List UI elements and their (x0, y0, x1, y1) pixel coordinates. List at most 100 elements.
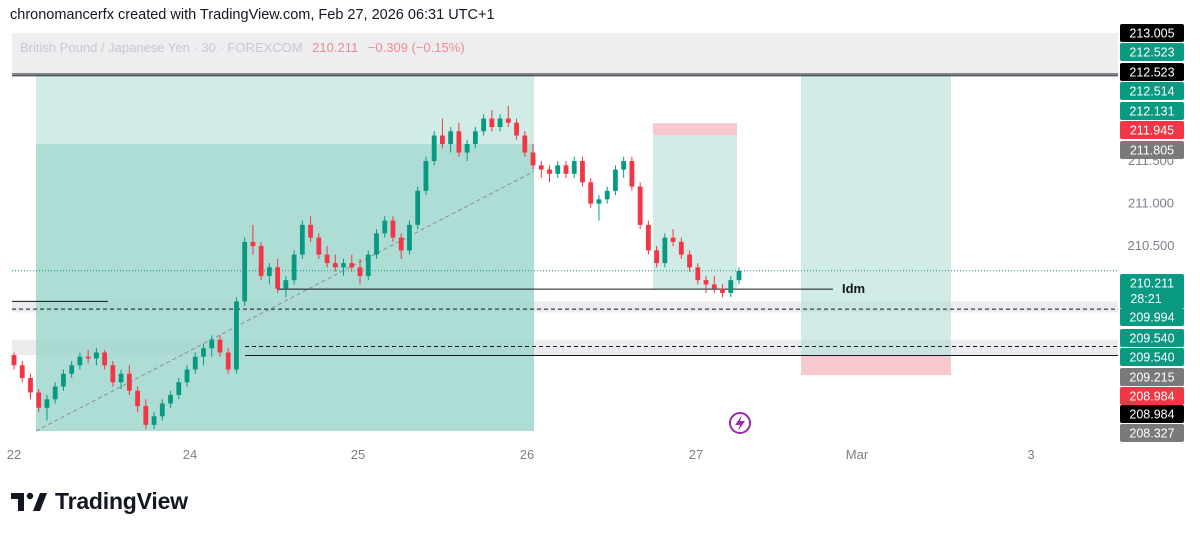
price-tag: 208.327 (1120, 424, 1184, 442)
candle (28, 373, 33, 400)
price-tag-bg (1120, 329, 1184, 347)
candle-body (555, 165, 561, 174)
candle (341, 258, 346, 276)
candle (472, 127, 478, 149)
candle-body (588, 182, 594, 204)
candle (423, 156, 429, 196)
price-tag-bg (1120, 424, 1184, 442)
candle-body (283, 280, 289, 289)
price-tag: 211.805 (1120, 141, 1184, 159)
candle (102, 349, 108, 370)
x-tick-label: 24 (183, 447, 197, 462)
candle-body (571, 161, 577, 174)
candle (448, 127, 454, 153)
candle-body (135, 390, 140, 407)
candle-body (720, 288, 725, 293)
price-tag: 212.523 (1120, 43, 1184, 61)
price-tag-label: 209.994 (1129, 311, 1174, 325)
symbol-legend[interactable]: British Pound / Japanese Yen · 30 · FORE… (20, 40, 465, 55)
candle-body (497, 118, 503, 128)
price-tag-bg (1120, 387, 1184, 405)
candle-body (324, 254, 330, 264)
candle (662, 233, 668, 268)
candle (382, 216, 388, 238)
candle-body (687, 254, 692, 268)
candle (365, 250, 371, 281)
candle-body (662, 237, 668, 264)
candle (168, 390, 173, 408)
candle (711, 275, 717, 293)
level-band (12, 301, 1118, 313)
candle-body (423, 161, 429, 191)
candle-body (563, 165, 569, 174)
candle-body (547, 169, 552, 174)
candle (209, 335, 215, 357)
tradingview-brand[interactable]: TradingView (11, 488, 188, 515)
candle (77, 352, 83, 370)
candle (604, 186, 610, 204)
candle-body (440, 135, 445, 145)
candle-body (341, 263, 346, 268)
candle-body (629, 161, 635, 187)
candle-body (28, 377, 33, 393)
candle-body (678, 241, 684, 255)
idm-annotation: Idm (842, 281, 865, 296)
candle-body (168, 395, 173, 404)
x-tick-label: 22 (7, 447, 21, 462)
candle (316, 233, 322, 259)
price-tag: 212.131 (1120, 102, 1184, 120)
candle-body (728, 280, 734, 293)
candle (547, 165, 552, 183)
candle-body (209, 339, 215, 349)
candle (135, 386, 140, 413)
candle (151, 412, 157, 430)
candle-body (332, 263, 338, 268)
price-tag-label: 212.131 (1129, 105, 1174, 119)
candle-body (201, 348, 206, 357)
price-tag-bg (1120, 102, 1184, 120)
candle (415, 186, 421, 230)
price-tag-label: 212.514 (1129, 85, 1174, 99)
candle (93, 348, 99, 366)
candle (19, 360, 25, 383)
candle-body (250, 241, 256, 247)
symbol-change: −0.309 (−0.15%) (367, 40, 465, 55)
candle-body (316, 237, 322, 255)
candle-body (102, 352, 108, 366)
candle (514, 118, 519, 140)
candle (695, 263, 701, 285)
price-tag-bg (1120, 405, 1184, 423)
candle (374, 229, 379, 259)
candle-body (242, 241, 248, 302)
price-tag-label: 213.005 (1129, 27, 1174, 41)
candle-body (110, 365, 116, 383)
candle (538, 161, 544, 179)
price-tag-bg (1120, 348, 1184, 366)
price-tag-bg (1120, 82, 1184, 100)
candle (654, 246, 660, 268)
candle-body (44, 399, 50, 408)
y-tick-label: 211.000 (1128, 196, 1174, 211)
lightning-icon (729, 412, 751, 434)
candle-body (431, 135, 437, 162)
candle (242, 237, 248, 306)
tradingview-logo-icon (11, 492, 47, 511)
candle-body (69, 365, 75, 374)
candle (184, 365, 190, 387)
candle-body (645, 224, 651, 251)
candle (291, 250, 297, 285)
candle (736, 267, 742, 285)
candle (44, 395, 50, 421)
candle (69, 360, 75, 378)
candle (176, 377, 182, 400)
candle-body (711, 284, 717, 289)
candle-body (299, 224, 305, 255)
candle (275, 258, 281, 293)
candle (192, 352, 198, 374)
candle-body (538, 165, 544, 170)
candle (283, 275, 289, 298)
candle-body (464, 144, 470, 153)
price-tag-label: 212.523 (1129, 66, 1174, 80)
candle (629, 156, 635, 191)
